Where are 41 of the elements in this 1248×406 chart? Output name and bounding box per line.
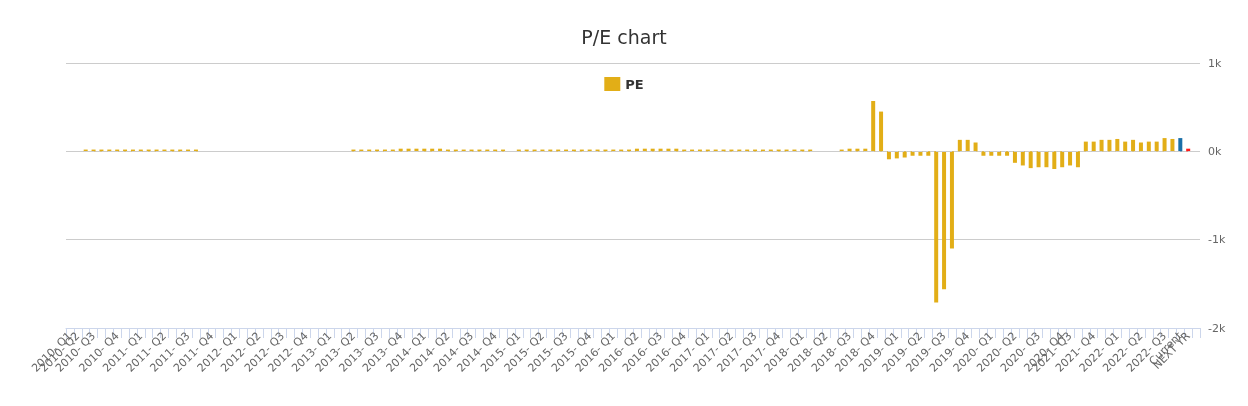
bar: [1068, 151, 1073, 166]
bar: [1099, 139, 1104, 152]
bar: [1154, 141, 1159, 152]
bar: [1075, 151, 1080, 168]
bar: [1052, 151, 1057, 169]
bar: [1060, 151, 1065, 168]
legend-label: PE: [625, 76, 644, 92]
bar: [926, 151, 931, 156]
bar: [981, 151, 986, 156]
bar: [1091, 141, 1096, 152]
bar: [1115, 138, 1120, 152]
bar: [1123, 141, 1128, 152]
bar: [879, 111, 884, 152]
y-tick-label: -1k: [1208, 233, 1226, 247]
bar: [1036, 151, 1041, 168]
bar: [1107, 139, 1112, 152]
bar: [1005, 151, 1010, 156]
bar: [1131, 139, 1136, 152]
y-tick-label: 0k: [1208, 144, 1222, 158]
bar: [1170, 138, 1175, 152]
chart-title: P/E chart: [581, 25, 667, 48]
bar: [1138, 142, 1143, 152]
bar: [973, 142, 978, 152]
bar: [965, 139, 970, 152]
bar: [942, 151, 947, 290]
bar: [934, 151, 939, 303]
y-tick-label: -2k: [1208, 321, 1226, 335]
bar: [1146, 141, 1151, 152]
bar: [1083, 141, 1088, 152]
bar: [1162, 138, 1167, 152]
bar: [902, 151, 907, 158]
bar: [957, 139, 962, 152]
bar: [1028, 151, 1033, 169]
bar: [871, 100, 876, 152]
bar: [1178, 138, 1183, 152]
bar: [886, 151, 891, 160]
bar: [1020, 151, 1025, 166]
bar: [1044, 151, 1049, 168]
y-tick-label: 1k: [1208, 56, 1222, 70]
bar: [1012, 151, 1017, 163]
bar: [949, 151, 954, 249]
